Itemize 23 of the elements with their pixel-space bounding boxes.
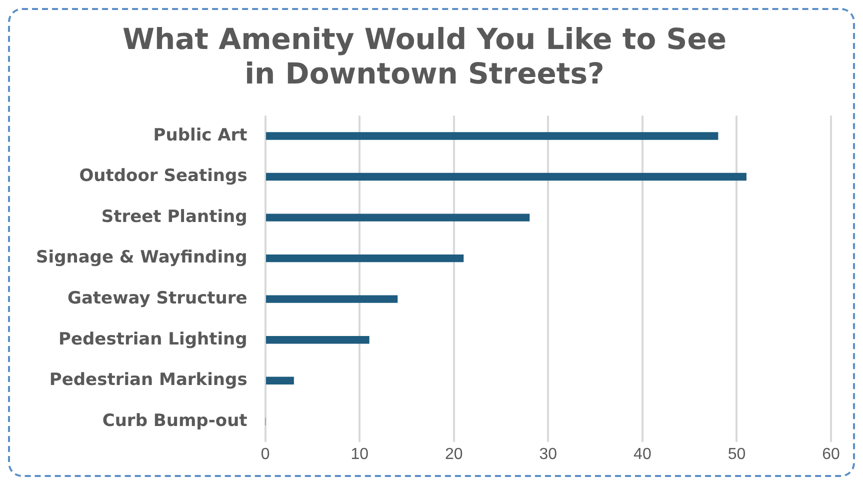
bar [266, 254, 464, 262]
y-tick-label: Outdoor Seatings [79, 166, 248, 186]
bar [266, 295, 398, 303]
x-tick-label: 0 [260, 446, 270, 463]
x-tick-label: 20 [444, 446, 463, 463]
bar [266, 336, 370, 344]
bar [266, 376, 294, 384]
x-tick-label: 40 [634, 446, 652, 463]
bar [266, 132, 718, 140]
x-tick-label: 60 [822, 446, 840, 463]
x-tick-label: 10 [350, 446, 369, 463]
chart-title: What Amenity Would You Like to See in Downtown Streets? [122, 22, 727, 91]
y-tick-label: Gateway Structure [68, 288, 248, 309]
y-tick-label: Public Art [153, 125, 248, 146]
bar [266, 214, 530, 222]
y-tick-label: Curb Bump-out [102, 410, 248, 431]
y-tick-label: Street Planting [101, 206, 248, 227]
y-tick-label: Pedestrian Markings [49, 370, 248, 390]
y-tick-label: Signage & Wayfinding [36, 248, 248, 268]
bar [266, 172, 746, 181]
x-tick-label: 30 [539, 446, 558, 463]
x-tick-label: 50 [728, 446, 746, 463]
y-tick-label: Pedestrian Lighting [58, 329, 248, 350]
